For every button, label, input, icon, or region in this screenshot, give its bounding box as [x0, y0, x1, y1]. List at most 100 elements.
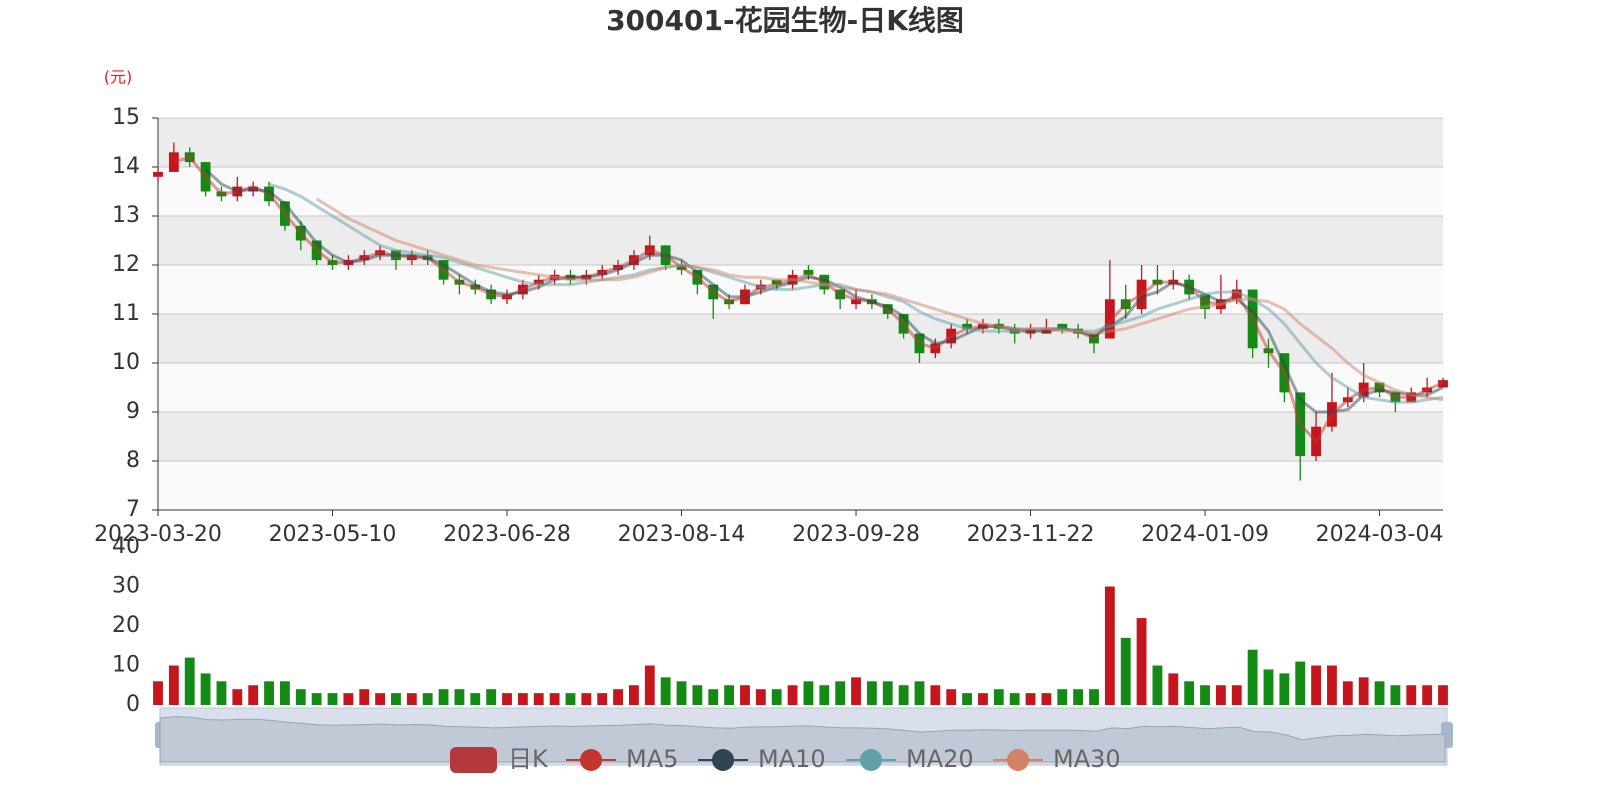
volume-bar — [343, 693, 354, 705]
legend-label: MA10 — [758, 745, 826, 773]
volume-bar — [406, 693, 417, 705]
volume-bar — [1390, 685, 1401, 705]
grid-band — [158, 314, 1443, 363]
volume-bar — [1342, 681, 1353, 705]
volume-bar — [232, 689, 243, 705]
volume-bar — [248, 685, 259, 705]
x-tick-label: 2023-09-28 — [792, 522, 920, 547]
volume-bar — [835, 681, 846, 705]
legend-swatch — [860, 749, 882, 771]
volume-bar — [898, 685, 909, 705]
volume-bar — [422, 693, 433, 705]
volume-bar — [787, 685, 798, 705]
legend-label: MA5 — [626, 745, 678, 773]
volume-bar — [1327, 665, 1337, 705]
volume-bar — [1247, 649, 1258, 705]
legend-swatch — [580, 749, 602, 771]
volume-bar — [803, 681, 814, 705]
volume-bar — [771, 689, 782, 705]
y-tick-label: 14 — [112, 154, 140, 179]
volume-bar — [660, 677, 671, 705]
volume-tick-label: 20 — [112, 613, 140, 638]
grid-band — [158, 216, 1443, 265]
volume-bar — [486, 689, 497, 705]
volume-bar — [168, 665, 179, 705]
volume-bar — [1215, 685, 1226, 705]
volume-bar — [375, 693, 386, 705]
volume-bar — [978, 693, 988, 705]
volume-bar — [1422, 685, 1433, 705]
candle-body — [851, 299, 861, 305]
x-tick-label: 2023-11-22 — [967, 522, 1095, 547]
volume-tick-label: 0 — [126, 692, 140, 717]
volume-bar — [327, 693, 338, 705]
volume-bar — [914, 681, 925, 705]
volume-bar — [1152, 665, 1163, 705]
grid-band — [158, 118, 1443, 167]
volume-bar — [391, 693, 401, 705]
volume-bar — [1438, 685, 1448, 705]
volume-bar — [1136, 618, 1147, 705]
volume-bar — [1295, 661, 1306, 705]
volume-bar — [724, 685, 735, 705]
y-unit: (元) — [104, 68, 133, 87]
volume-bar — [1073, 689, 1084, 705]
volume-bar — [882, 681, 893, 705]
candle-body — [1057, 323, 1068, 329]
volume-bar — [962, 693, 972, 705]
volume-bar — [692, 685, 703, 705]
volume-bar — [517, 693, 528, 705]
volume-bar — [613, 689, 623, 705]
ma-line — [315, 197, 1444, 402]
y-tick-label: 12 — [112, 252, 140, 277]
candle-body — [803, 269, 814, 275]
candle-body — [771, 279, 782, 285]
volume-bar — [930, 685, 941, 705]
volume-bar — [866, 681, 877, 705]
x-tick-label: 2024-01-09 — [1141, 522, 1269, 547]
y-tick-label: 13 — [112, 203, 140, 228]
volume-bar — [216, 681, 227, 705]
y-tick-label: 11 — [112, 301, 140, 326]
y-tick-label: 7 — [126, 497, 140, 522]
grid-band — [158, 461, 1443, 510]
y-tick-label: 10 — [112, 350, 140, 375]
volume-bar — [1089, 689, 1099, 705]
volume-bar — [200, 673, 211, 705]
volume-bar — [184, 657, 195, 705]
volume-bar — [676, 681, 687, 705]
volume-bar — [851, 677, 861, 705]
volume-bar — [454, 689, 465, 705]
grid-band — [158, 167, 1443, 216]
volume-bar — [1041, 693, 1052, 705]
volume-bar — [993, 689, 1004, 705]
chart-title: 300401-花园生物-日K线图 — [606, 4, 964, 37]
x-tick-label: 2023-08-14 — [618, 522, 746, 547]
volume-bar — [295, 689, 306, 705]
volume-bar — [1231, 685, 1242, 705]
volume-bar — [279, 681, 290, 705]
candle-body — [153, 171, 163, 177]
candle-body — [1104, 299, 1115, 339]
volume-bar — [1279, 673, 1290, 705]
y-tick-label: 15 — [112, 105, 140, 130]
y-tick-label: 8 — [126, 448, 140, 473]
volume-tick-label: 10 — [112, 653, 140, 678]
volume-bar — [755, 689, 766, 705]
volume-bar — [581, 693, 592, 705]
volume-bar — [1406, 685, 1417, 705]
volume-bar — [1374, 681, 1385, 705]
legend-label: 日K — [508, 745, 549, 773]
legend-swatch — [450, 747, 497, 773]
volume-bar — [644, 665, 655, 705]
volume-bar — [1358, 677, 1369, 705]
grid-band — [158, 363, 1443, 412]
volume-bar — [438, 689, 449, 705]
y-tick-label: 9 — [126, 399, 140, 424]
volume-bar — [1025, 693, 1036, 705]
volume-bar — [311, 693, 322, 705]
volume-tick-label: 40 — [112, 534, 140, 559]
volume-bar — [1104, 586, 1115, 705]
